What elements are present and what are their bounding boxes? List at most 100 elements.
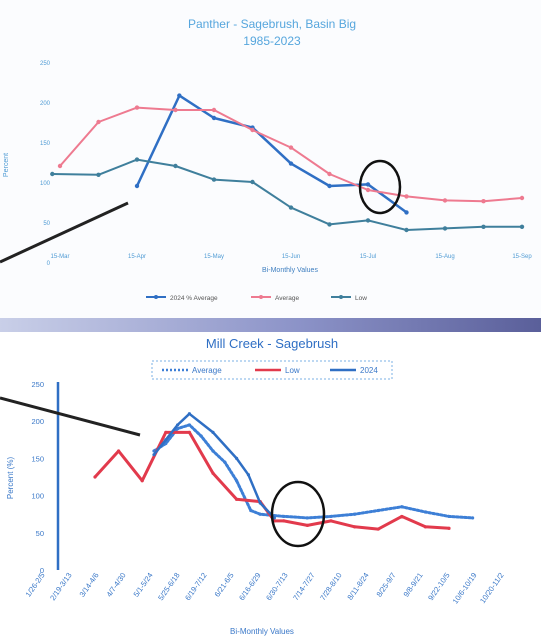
panther-y-tick-label: 150 [40,141,51,147]
mill-creek-data-point [187,423,191,427]
panther-data-point [134,157,140,162]
panther-y-tick-label: 0 [47,261,51,267]
mill-creek-x-tick-label: 1/26-2/5 [23,571,46,599]
mill-creek-data-point [423,510,427,514]
mill-creek-data-point [249,508,253,513]
mill-creek-y-tick-label: 100 [31,492,44,501]
panther-data-point [442,226,448,231]
panther-y-tick-label: 250 [40,61,51,67]
panther-x-tick-label: 15-May [204,254,224,260]
panther-data-point [327,183,332,189]
mill-creek-data-point [282,514,286,519]
panther-data-point [57,163,63,169]
mill-creek-y-tick-label: 200 [31,417,44,426]
mill-creek-x-tick-label: 9/22-10/5 [426,571,452,602]
mill-creek-data-point [305,523,309,527]
mill-creek-data-point [176,423,180,427]
mill-creek-data-point [164,430,168,434]
panther-data-point [404,227,409,233]
panther-y-tick-labels: 0 50 100 150 200 250 [40,61,51,267]
mill-creek-chart: Mill Creek - Sagebrush Average Low 2024 Pe… [6,336,506,636]
panther-series-line-average [59,106,523,203]
mill-creek-data-point [93,475,97,479]
top-chart-panel [0,0,541,318]
mill-creek-data-point [447,514,451,519]
panther-data-point [327,171,332,177]
panther-data-point [365,218,371,223]
mill-creek-data-point [211,449,215,453]
mill-creek-data-point [152,453,156,457]
mill-creek-x-tick-label: 10/20-11/2 [478,571,506,605]
panther-data-point [211,177,217,182]
mill-creek-x-tick-label: 2/19-3/13 [48,571,74,602]
mill-creek-x-axis-label: Bi-Monthly Values [230,627,294,636]
panther-data-point [288,161,294,166]
panther-data-point [96,119,101,125]
panther-data-point [442,198,448,203]
mill-creek-x-tick-label: 6/16-6/29 [237,571,263,602]
panther-legend-marker [259,295,263,299]
mill-creek-data-point [187,412,191,416]
mill-creek-data-point [211,430,215,434]
mill-creek-x-tick-label: 9/8-9/21 [401,571,424,599]
mill-creek-x-tick-label: 6/30-7/13 [264,571,290,602]
mill-creek-data-point [246,473,250,477]
mill-creek-x-tick-label: 4/7-4/30 [104,571,127,599]
bottom-chart-panel [0,332,541,638]
mill-creek-x-tick-labels: 1/26-2/5 2/19-3/13 3/14-4/6 4/7-4/30 5/1-5/2… [23,571,505,606]
panther-data-point [177,93,182,98]
mill-creek-data-point [223,460,227,464]
mill-creek-x-tick-label: 8/11-8/24 [345,571,370,602]
mill-creek-data-point [272,516,276,520]
mill-creek-data-point [235,479,239,483]
mill-creek-x-tick-label: 7/14-7/27 [291,571,317,602]
panther-data-point [327,222,332,227]
panther-data-point [404,194,409,199]
panther-legend-marker [339,295,343,299]
panther-series-line-low [51,158,523,231]
panther-x-tick-label: 15-Sep [512,254,532,260]
panther-data-point [365,187,371,193]
panther-chart: Panther - Sagebrush, Basin Big 1985-2023… [3,17,532,302]
mill-creek-data-point [400,505,404,509]
panther-data-point [211,107,217,113]
mill-creek-data-point [258,501,262,505]
mill-creek-x-tick-label: 6/21-6/5 [212,571,235,599]
mill-creek-data-point [329,514,333,519]
panther-x-tick-label: 15-Jul [360,254,376,260]
panther-legend-label: 2024 % Average [170,295,218,302]
mill-creek-x-tick-label: 10/6-10/19 [451,571,479,606]
mill-creek-data-point [258,512,262,516]
mill-creek-series-line-average [152,423,475,520]
panther-data-point [288,205,294,210]
mill-creek-data-point [282,519,286,523]
panther-legend: 2024 % Average Average Low [146,295,367,302]
mill-creek-data-point [187,430,191,434]
mill-creek-y-axis-label: Percent (%) [6,457,15,500]
panther-x-tick-label: 15-Jun [282,254,300,260]
panther-y-tick-label: 200 [40,101,51,107]
mill-creek-data-point [329,519,333,523]
panther-data-point [288,145,294,150]
mill-creek-x-tick-label: 8/25-9/7 [374,571,397,599]
mill-creek-legend-box [151,360,393,380]
mill-creek-y-tick-label: 50 [36,529,44,538]
mill-creek-data-point [447,526,451,530]
mill-creek-data-point [305,516,309,520]
mill-creek-legend-label: 2024 [360,366,378,375]
mill-creek-data-point [376,527,380,531]
panther-data-point [250,127,255,133]
panther-data-point [519,195,525,201]
panther-data-point [481,224,486,229]
slide-divider-band [0,318,541,332]
mill-creek-data-point [140,479,144,483]
panther-legend-label: Low [355,295,367,302]
panther-data-point [96,172,101,177]
panther-data-point [50,171,55,177]
mill-creek-data-point [376,508,380,513]
annotation-circle-top [358,159,402,215]
panther-data-point [134,105,140,110]
mill-creek-data-point [353,512,357,516]
mill-creek-data-point [211,471,215,475]
